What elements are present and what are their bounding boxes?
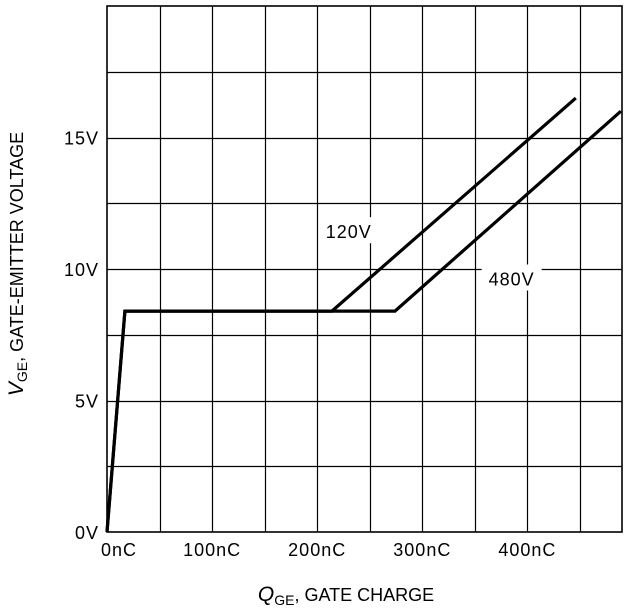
x-axis-label: QGE, GATE CHARGE [258,583,434,608]
series-label-120V: 120V [326,222,372,242]
y-tick-label: 0V [75,523,99,543]
x-tick-label: 200nC [288,540,346,560]
series-line-480V [105,110,622,533]
y-tick-label: 5V [75,392,99,412]
y-axis-label-subscript: GE [14,362,30,382]
y-tick-label: 10V [64,260,99,280]
series-label-background [318,217,379,244]
y-tick-label: 15V [64,129,99,149]
series-label-background [481,264,542,291]
series-lines [105,96,622,533]
series-label-480V: 480V [489,270,535,290]
x-tick-label: 0nC [101,540,137,560]
x-axis-label-subscript: GE [274,592,294,608]
tick-labels: 0V 5V 10V 15V 0nC 100nC 200nC 300nC 400nC [64,129,556,561]
plot-frame [106,5,623,533]
y-axis-label-variable: V [5,380,28,396]
x-axis-label-variable: Q [258,583,274,606]
series-labels: 120V 480V [318,217,542,291]
x-tick-label: 100nC [183,540,241,560]
x-tick-label: 400nC [498,540,556,560]
y-axis-label: VGE, GATE-EMITTER VOLTAGE [5,132,30,396]
x-axis-label-text: , GATE CHARGE [294,585,434,605]
x-tick-label: 300nC [393,540,451,560]
y-axis-label-text: , GATE-EMITTER VOLTAGE [7,132,27,362]
